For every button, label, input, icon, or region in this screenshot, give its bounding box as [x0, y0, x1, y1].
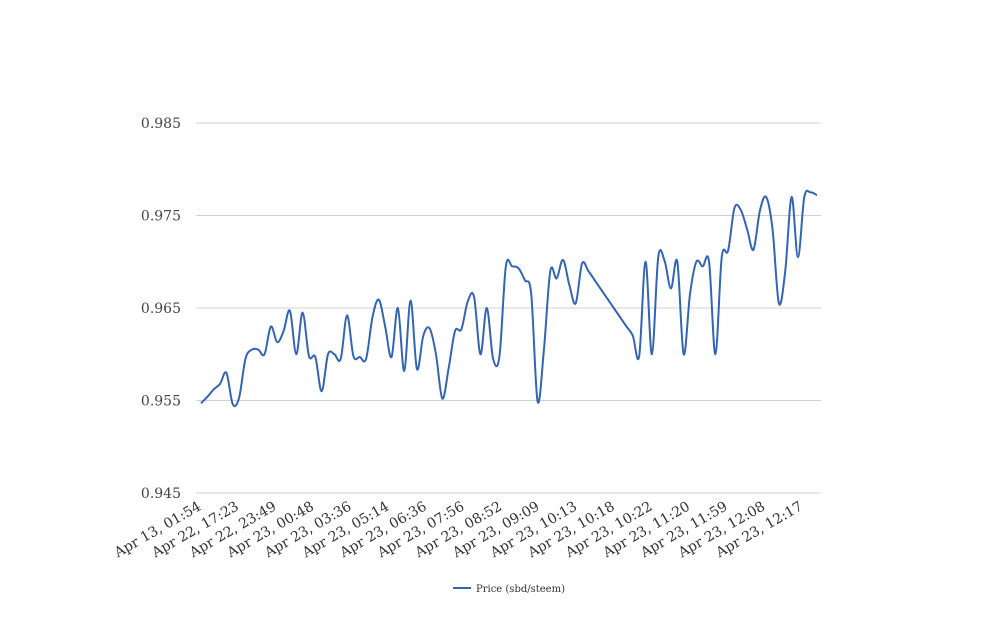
series-line-price — [200, 189, 818, 408]
legend: Price (sbd/steem) — [453, 584, 565, 595]
y-tick-label: 0.965 — [141, 301, 181, 317]
y-axis-tick-labels: 0.945 0.955 0.965 0.975 0.985 — [141, 116, 181, 502]
legend-label: Price (sbd/steem) — [476, 584, 565, 595]
gridlines — [196, 122, 821, 494]
y-tick-label: 0.985 — [141, 116, 181, 132]
y-tick-label: 0.955 — [141, 394, 181, 410]
y-tick-label: 0.975 — [141, 209, 181, 225]
y-tick-label: 0.945 — [141, 486, 181, 502]
series-lines — [200, 189, 818, 408]
